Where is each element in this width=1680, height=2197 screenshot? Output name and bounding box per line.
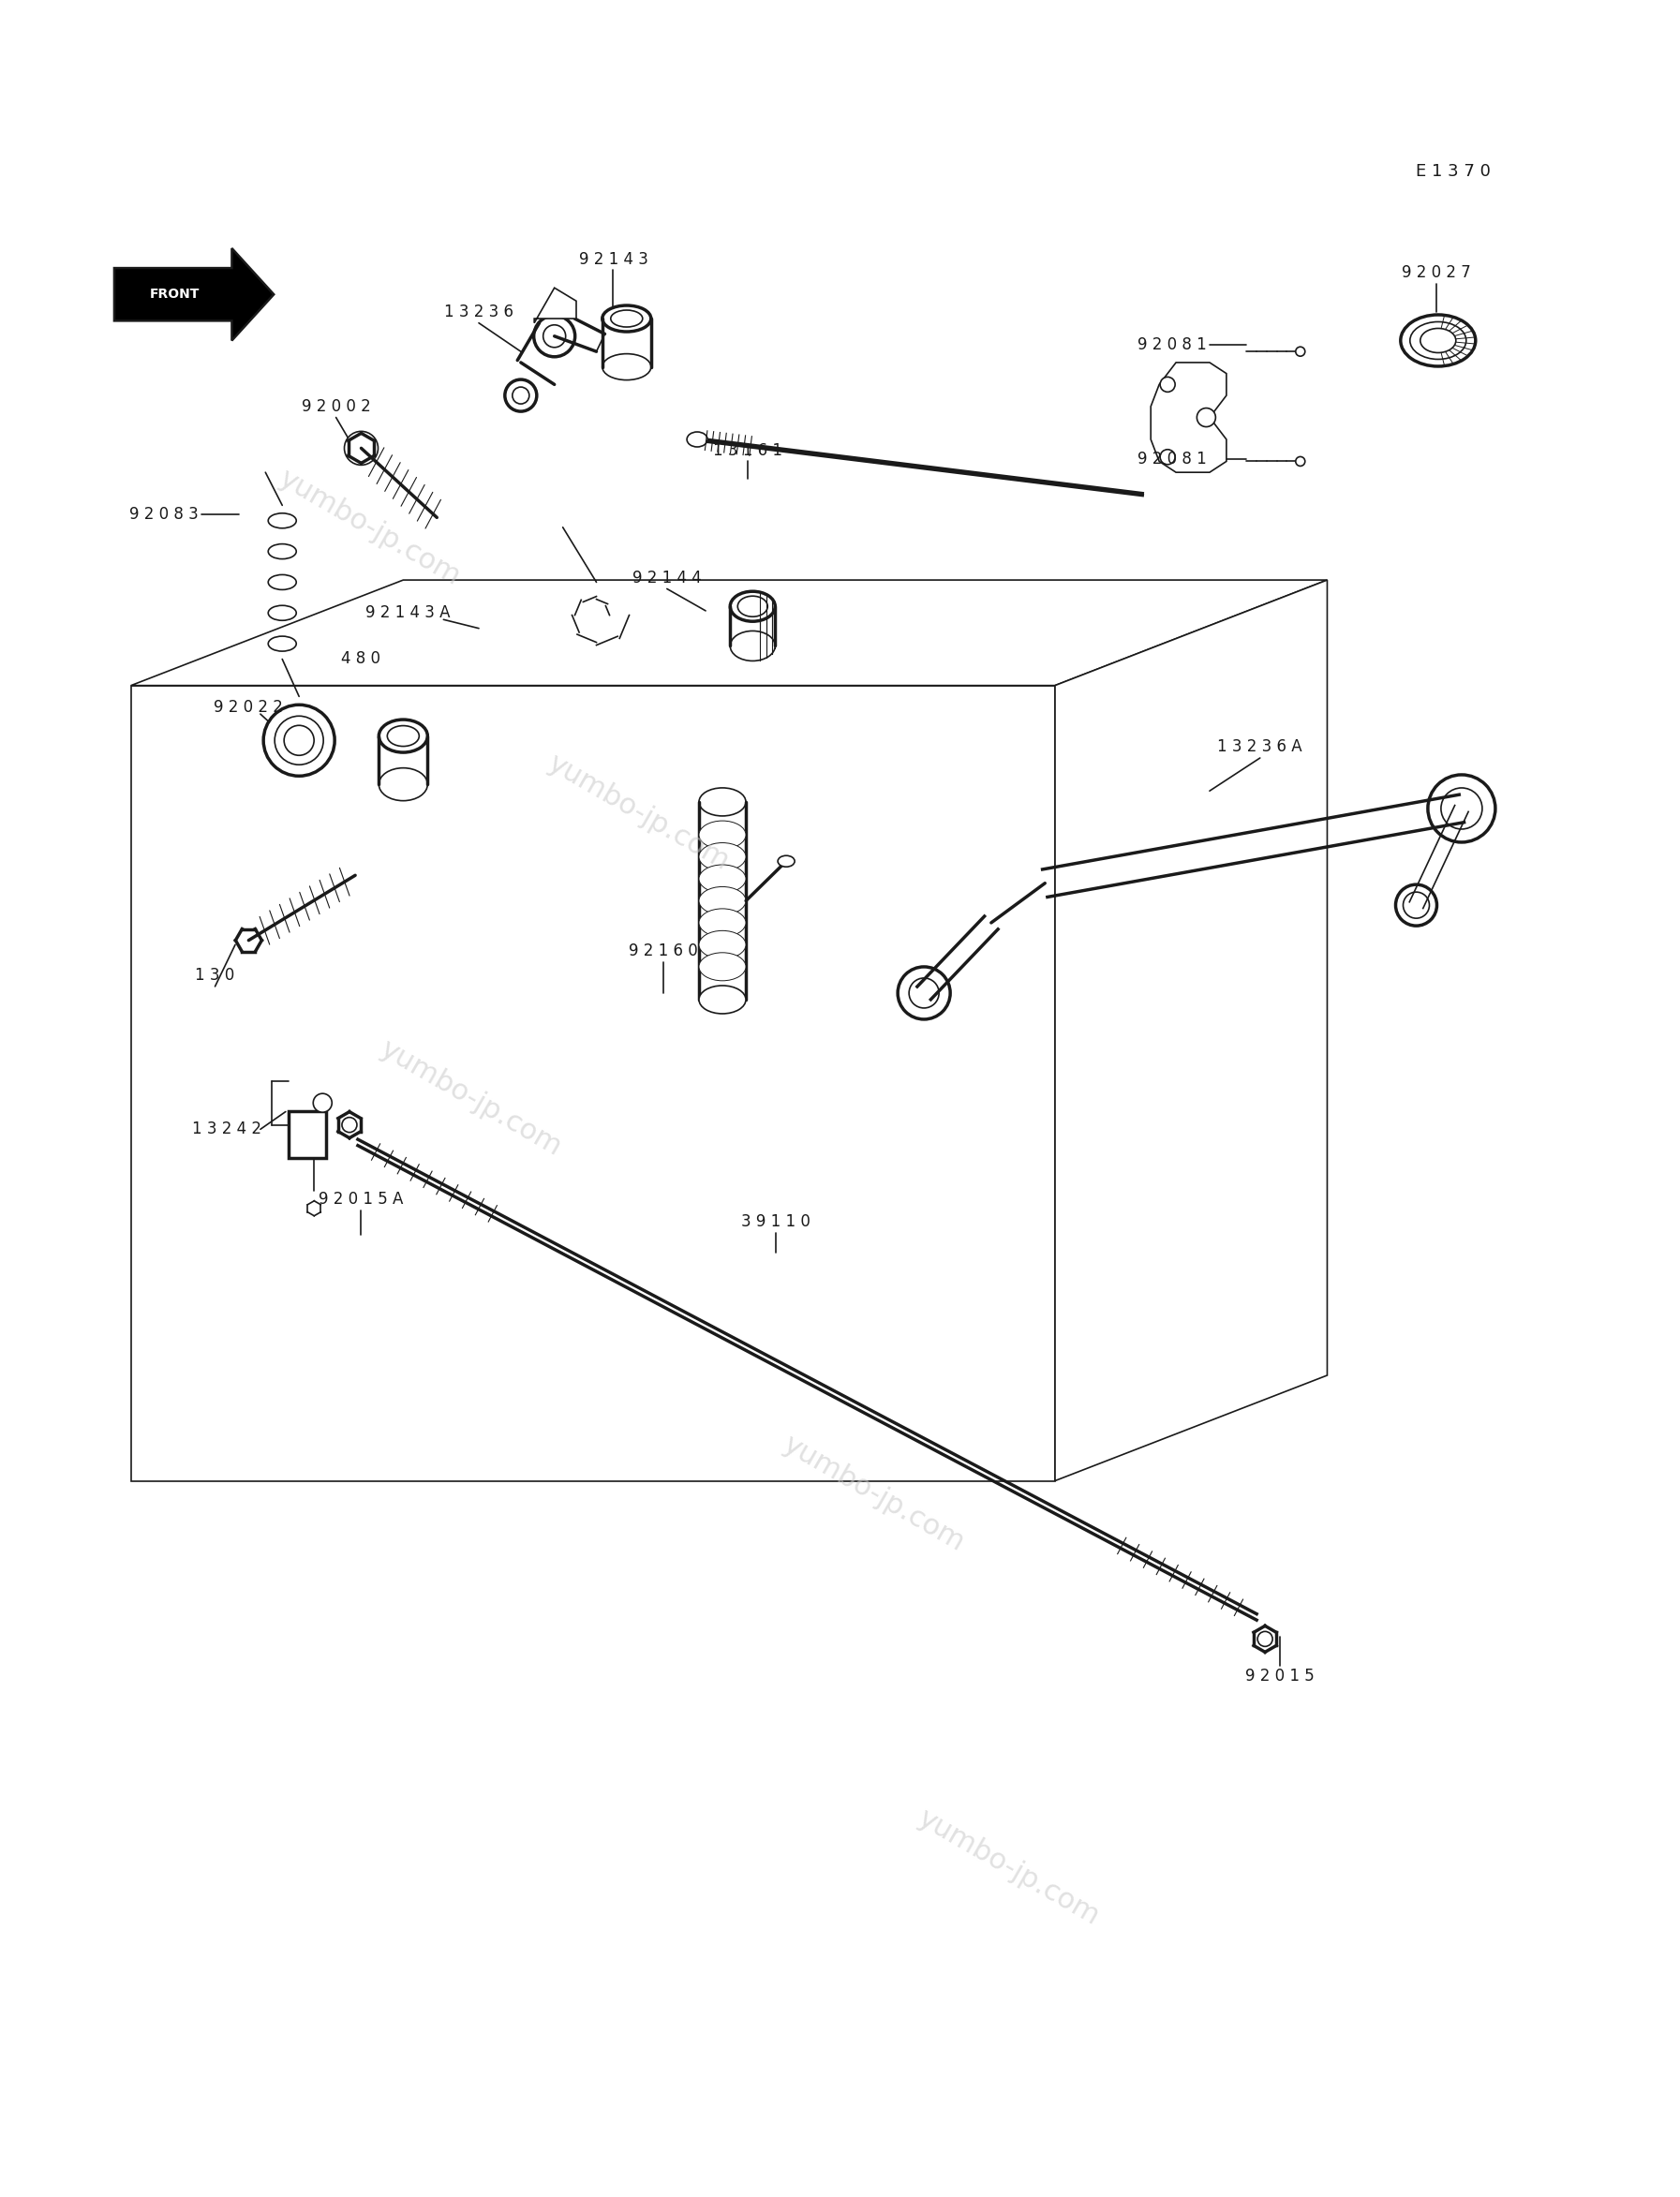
Circle shape (1258, 1632, 1272, 1646)
Ellipse shape (269, 637, 296, 650)
Ellipse shape (378, 721, 428, 751)
Circle shape (264, 705, 334, 776)
Polygon shape (131, 685, 1055, 1481)
Ellipse shape (601, 354, 652, 380)
Text: 1 3 2 3 6 A: 1 3 2 3 6 A (1218, 738, 1302, 756)
Ellipse shape (269, 576, 296, 589)
Text: 9 2 0 8 1: 9 2 0 8 1 (1137, 450, 1206, 468)
Text: 9 2 0 2 2: 9 2 0 2 2 (213, 699, 284, 716)
Ellipse shape (731, 631, 774, 661)
Text: 1 3 2 3 6: 1 3 2 3 6 (444, 303, 514, 321)
Polygon shape (131, 580, 1327, 685)
Text: 1 3 1 6 1: 1 3 1 6 1 (712, 442, 783, 459)
Ellipse shape (699, 932, 746, 958)
Text: 9 2 0 8 1: 9 2 0 8 1 (1137, 336, 1206, 354)
Ellipse shape (699, 789, 746, 815)
Circle shape (1196, 409, 1216, 426)
Circle shape (312, 1094, 333, 1112)
Circle shape (506, 380, 536, 411)
Text: 1 3 2 4 2: 1 3 2 4 2 (192, 1120, 262, 1138)
Ellipse shape (738, 595, 768, 617)
Text: yumbo-jp.com: yumbo-jp.com (778, 1430, 969, 1558)
Text: 9 2 0 1 5 A: 9 2 0 1 5 A (319, 1191, 403, 1208)
Circle shape (343, 1118, 356, 1131)
Text: 3 9 1 1 0: 3 9 1 1 0 (741, 1213, 811, 1230)
Text: 1 3 0: 1 3 0 (195, 967, 235, 984)
Circle shape (1161, 450, 1174, 464)
Ellipse shape (269, 606, 296, 620)
Circle shape (1441, 789, 1482, 828)
Ellipse shape (699, 888, 746, 914)
Ellipse shape (1420, 327, 1457, 354)
Text: 9 2 1 6 0: 9 2 1 6 0 (628, 943, 699, 960)
Ellipse shape (699, 822, 746, 848)
Polygon shape (1055, 580, 1327, 1481)
Text: 4 8 0: 4 8 0 (341, 650, 381, 668)
Circle shape (1396, 885, 1436, 925)
Ellipse shape (731, 591, 774, 622)
Circle shape (909, 978, 939, 1008)
Text: 9 2 0 0 2: 9 2 0 0 2 (301, 398, 371, 415)
Text: yumbo-jp.com: yumbo-jp.com (274, 464, 465, 591)
Ellipse shape (778, 855, 795, 868)
Text: yumbo-jp.com: yumbo-jp.com (543, 749, 734, 877)
Text: E 1 3 7 0: E 1 3 7 0 (1416, 163, 1490, 180)
Circle shape (274, 716, 324, 765)
Circle shape (543, 325, 566, 347)
Ellipse shape (699, 844, 746, 870)
Text: 9 2 0 8 3: 9 2 0 8 3 (129, 505, 198, 523)
Ellipse shape (269, 545, 296, 558)
Ellipse shape (612, 310, 642, 327)
Ellipse shape (378, 769, 428, 800)
Ellipse shape (699, 910, 746, 936)
Text: 9 2 0 2 7: 9 2 0 2 7 (1401, 264, 1472, 281)
Ellipse shape (699, 866, 746, 892)
Circle shape (512, 387, 529, 404)
Ellipse shape (269, 514, 296, 527)
Circle shape (534, 316, 575, 356)
Ellipse shape (388, 725, 418, 747)
Text: FRONT: FRONT (150, 288, 200, 301)
Text: 9 2 1 4 3 A: 9 2 1 4 3 A (366, 604, 450, 622)
Polygon shape (114, 248, 274, 341)
Polygon shape (534, 288, 576, 323)
Ellipse shape (699, 986, 746, 1013)
Text: 9 2 1 4 3: 9 2 1 4 3 (578, 250, 648, 268)
Text: 9 2 0 1 5: 9 2 0 1 5 (1245, 1668, 1315, 1685)
Text: yumbo-jp.com: yumbo-jp.com (375, 1035, 566, 1162)
Circle shape (897, 967, 951, 1019)
Ellipse shape (1410, 321, 1467, 360)
Circle shape (1403, 892, 1430, 918)
Polygon shape (1151, 363, 1226, 472)
Text: 9 2 1 4 4: 9 2 1 4 4 (632, 569, 702, 587)
Circle shape (1295, 347, 1305, 356)
Ellipse shape (699, 953, 746, 980)
Circle shape (344, 431, 378, 466)
Ellipse shape (1401, 314, 1475, 367)
Circle shape (1161, 378, 1174, 391)
Text: yumbo-jp.com: yumbo-jp.com (912, 1804, 1104, 1931)
Circle shape (284, 725, 314, 756)
Circle shape (1295, 457, 1305, 466)
Bar (289, 1112, 326, 1158)
Ellipse shape (601, 305, 652, 332)
Ellipse shape (687, 433, 707, 446)
Circle shape (1428, 776, 1495, 841)
